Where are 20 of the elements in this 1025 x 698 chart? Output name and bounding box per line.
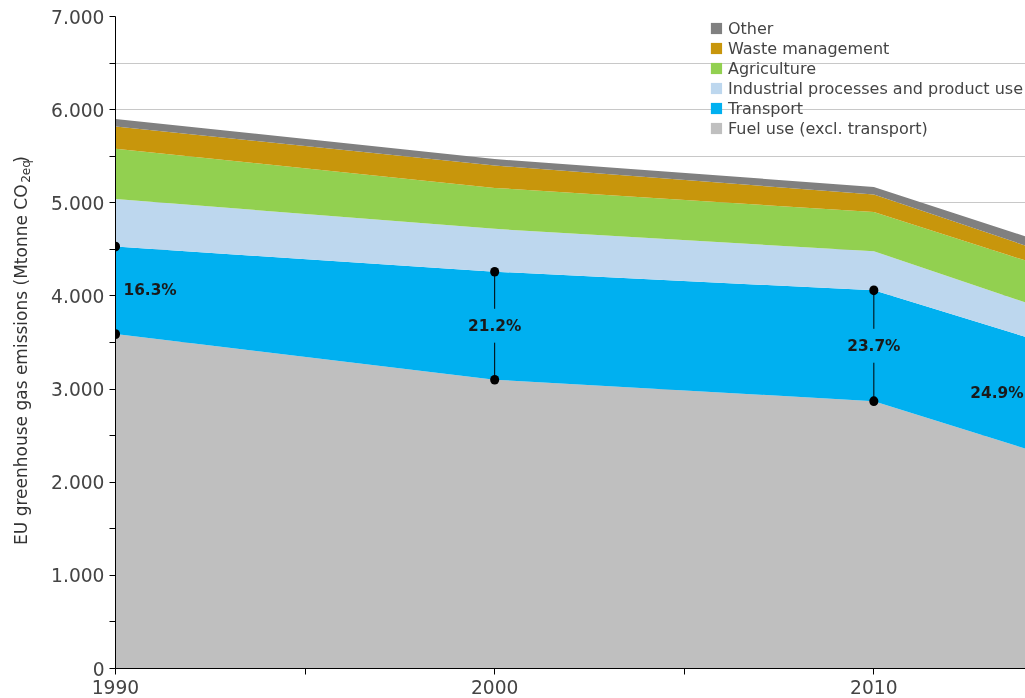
- annotation: 21.2%: [468, 316, 522, 335]
- legend-label: Fuel use (excl. transport): [727, 118, 928, 138]
- y-tick-label: 4.000: [51, 285, 105, 307]
- legend-label: Transport: [727, 98, 804, 118]
- y-tick-label: 7.000: [51, 6, 105, 28]
- y-axis-title: EU greenhouse gas emissions (Mtonne CO2eq): [10, 156, 33, 545]
- y-tick-label: 1.000: [51, 565, 105, 587]
- x-tick-label: 2000: [470, 676, 519, 698]
- y-tick-label: 2.000: [51, 472, 105, 494]
- annotation: 23.7%: [847, 336, 901, 355]
- legend-label: Other: [727, 18, 774, 38]
- y-tick-label: 3.000: [51, 379, 105, 401]
- y-tick-label: 5.000: [51, 192, 105, 214]
- annotation: 24.9%: [970, 383, 1024, 402]
- x-tick-label: 2010: [850, 676, 898, 698]
- annotation: 16.3%: [123, 281, 177, 300]
- legend-label: Agriculture: [727, 58, 816, 78]
- legend-label: Waste management: [727, 38, 890, 58]
- y-tick-label: 6.000: [51, 99, 105, 121]
- legend-label: Industrial processes and product use: [727, 78, 1023, 98]
